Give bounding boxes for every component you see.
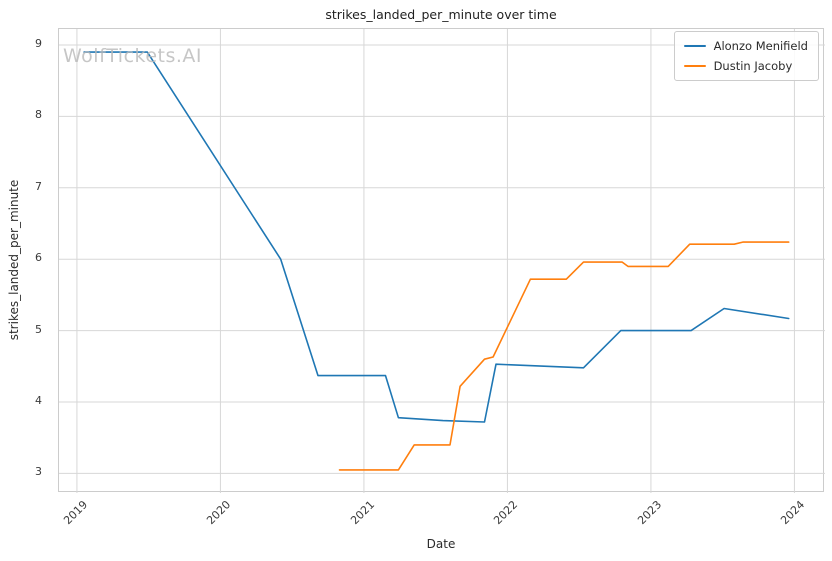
legend-line-swatch (683, 65, 706, 67)
legend-label: Alonzo Menifield (713, 39, 808, 53)
y-tick-label: 7 (35, 179, 42, 193)
x-tick-label: 2023 (635, 498, 665, 528)
x-tick-label: 2021 (348, 498, 378, 528)
y-tick-label: 4 (35, 394, 42, 408)
legend-item: Dustin Jacoby (683, 59, 808, 73)
y-axis-ticks: 3 4 5 6 7 8 9 (0, 28, 50, 492)
chart-title: strikes_landed_per_minute over time (325, 7, 557, 22)
legend-label: Dustin Jacoby (713, 59, 793, 73)
x-tick-label: 2019 (61, 498, 91, 528)
series-line-1 (338, 241, 790, 471)
legend: Alonzo Menifield Dustin Jacoby (673, 31, 819, 81)
x-axis-label: Date (426, 537, 456, 551)
series-line-0 (83, 51, 790, 423)
plot-area: WolfTickets.AI Alonzo Menifield Dustin Ja… (58, 28, 825, 493)
x-axis-ticks: 2019 2020 2021 2022 2023 2024 (58, 492, 824, 540)
chart-canvas (59, 29, 825, 493)
y-tick-label: 3 (35, 465, 42, 479)
x-tick-label: 2022 (491, 498, 521, 528)
y-tick-label: 5 (35, 322, 42, 336)
y-tick-label: 6 (35, 251, 42, 265)
x-tick-label: 2020 (204, 498, 234, 528)
legend-item: Alonzo Menifield (683, 39, 808, 53)
x-tick-label: 2024 (778, 498, 808, 528)
legend-line-swatch (683, 45, 706, 47)
y-tick-label: 8 (35, 108, 42, 122)
y-tick-label: 9 (35, 36, 42, 50)
